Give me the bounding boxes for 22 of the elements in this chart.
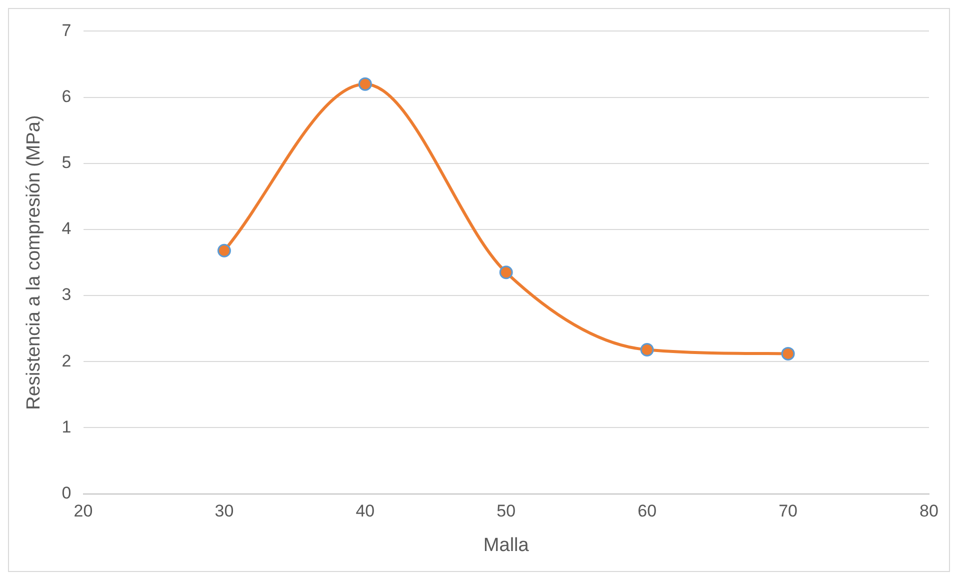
y-tick-label: 3 [62, 285, 72, 304]
y-tick-label: 5 [62, 153, 72, 172]
x-tick-label: 40 [356, 502, 375, 521]
y-tick-label: 4 [62, 219, 72, 238]
point [781, 346, 795, 360]
x-tick-label: 60 [638, 502, 657, 521]
x-tick-label: 70 [778, 502, 798, 521]
point [217, 244, 231, 258]
x-tick-label: 30 [214, 502, 234, 521]
point [358, 77, 372, 91]
y-tick-label: 6 [62, 86, 72, 106]
y-tick-label: 1 [62, 417, 72, 436]
y-tick-label: 7 [62, 20, 72, 40]
x-axis-title: Malla [483, 534, 530, 556]
point [499, 266, 513, 280]
point [640, 342, 654, 356]
x-tick-label: 20 [74, 502, 93, 521]
y-tick-label: 0 [62, 483, 72, 502]
x-tick-label: 80 [920, 502, 938, 521]
y-axis-title: Resistencia a la compresión (MPa) [24, 115, 45, 410]
y-tick-label: 2 [62, 351, 72, 370]
x-tick-label: 50 [496, 502, 516, 521]
